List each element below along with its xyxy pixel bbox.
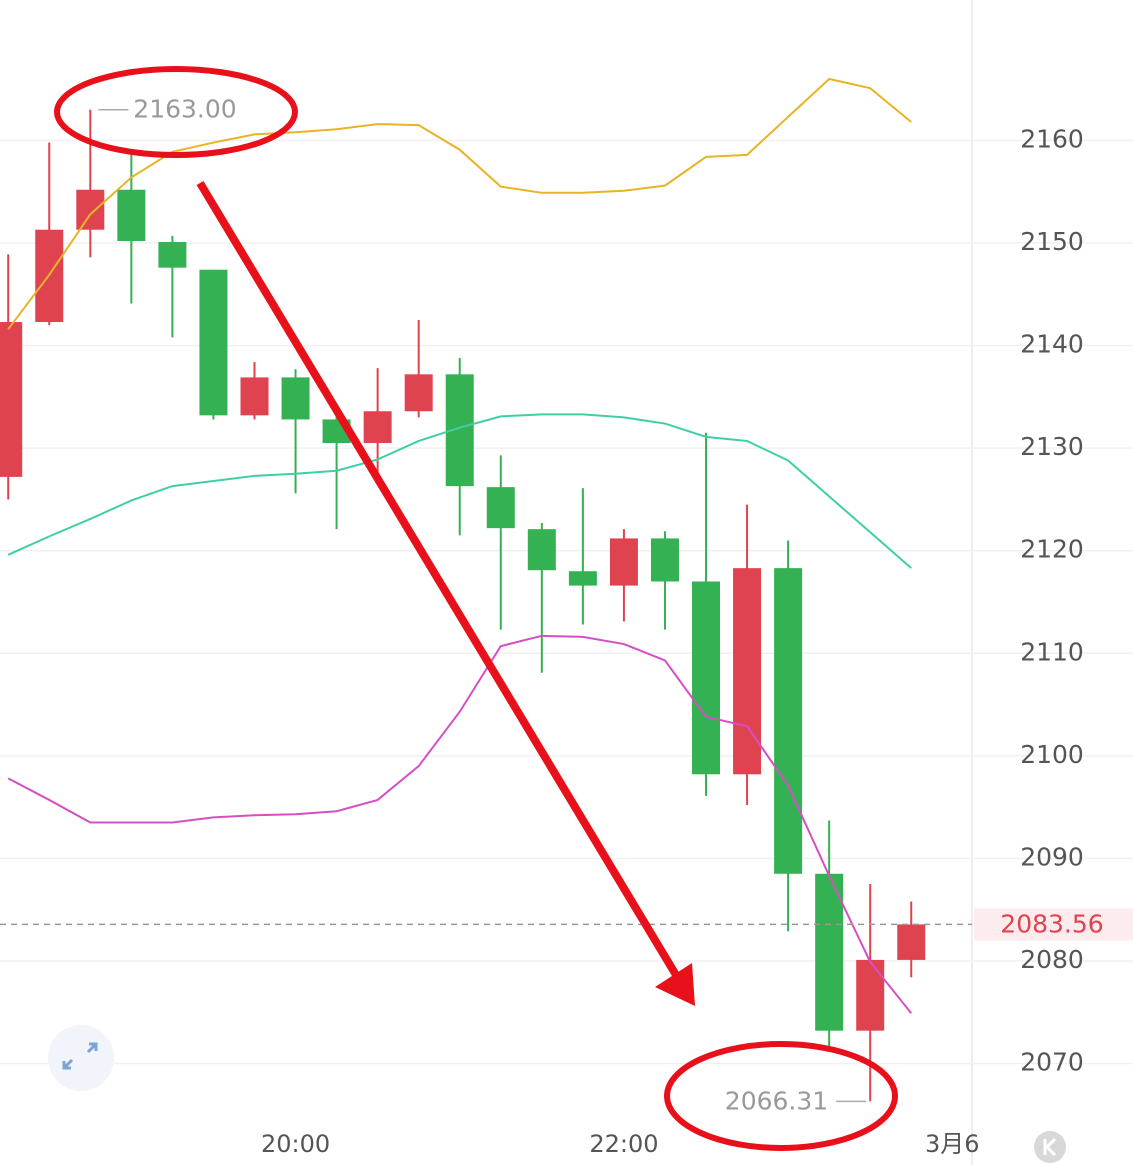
candle-body — [199, 269, 228, 416]
band-line — [7, 634, 913, 1014]
trend-arrow — [196, 180, 680, 978]
y-tick-label: 2110 — [1020, 637, 1084, 666]
candle-body — [733, 568, 762, 775]
candle-body — [856, 959, 885, 1031]
min-label: 2066.31 — [725, 1086, 828, 1115]
y-tick-label: 2120 — [1020, 535, 1084, 564]
k-icon[interactable] — [1043, 1137, 1057, 1157]
candle-body — [117, 189, 146, 242]
y-tick-label: 2090 — [1020, 842, 1084, 871]
candle-body — [363, 411, 392, 444]
annotations — [54, 66, 898, 1151]
y-tick-label: 2150 — [1020, 227, 1084, 256]
band-line — [7, 77, 912, 330]
candle-body — [774, 568, 803, 874]
candle-body — [76, 189, 105, 230]
y-tick-label: 2130 — [1020, 432, 1084, 461]
y-tick-label: 2140 — [1020, 330, 1084, 359]
plot-area: 2070 2080 2090 2100 2110 2120 2130 2140 2150 2160… — [0, 77, 1133, 1158]
candle-body — [609, 538, 638, 586]
max-label: 2163.00 — [133, 95, 236, 124]
y-tick-label: 2070 — [1020, 1047, 1084, 1076]
expand-bg[interactable] — [48, 1025, 114, 1091]
candle-body — [486, 487, 515, 529]
candle-body — [240, 377, 269, 416]
y-tick-label: 2160 — [1020, 125, 1084, 154]
candle-body — [404, 374, 433, 412]
highlight-ellipse — [54, 66, 298, 158]
candle-body — [650, 538, 679, 582]
last-price-bg — [974, 908, 1133, 941]
k-button[interactable] — [1034, 1131, 1066, 1163]
y-tick-label: 2100 — [1020, 740, 1084, 769]
candle-body — [815, 873, 844, 1031]
candle-body — [0, 322, 23, 477]
k-bg[interactable] — [1034, 1131, 1066, 1163]
candle-body — [281, 377, 310, 420]
candle-body — [527, 529, 556, 571]
candle-body — [568, 571, 597, 586]
expand-button[interactable] — [48, 1025, 114, 1091]
candle-body — [897, 924, 926, 960]
band-line — [7, 413, 912, 569]
x-tick-label: 20:00 — [261, 1130, 330, 1158]
last-price-label: 2083.56 — [1000, 909, 1103, 938]
y-tick-label: 2080 — [1020, 945, 1084, 974]
expand-icon[interactable] — [62, 1042, 98, 1070]
candle-body — [158, 242, 187, 268]
x-tick-label: 22:00 — [589, 1130, 658, 1158]
candle-body — [692, 581, 721, 775]
arrow-head — [655, 963, 695, 1006]
highlight-ellipse — [664, 1041, 898, 1151]
x-tick-label: 3月6 — [925, 1130, 980, 1158]
